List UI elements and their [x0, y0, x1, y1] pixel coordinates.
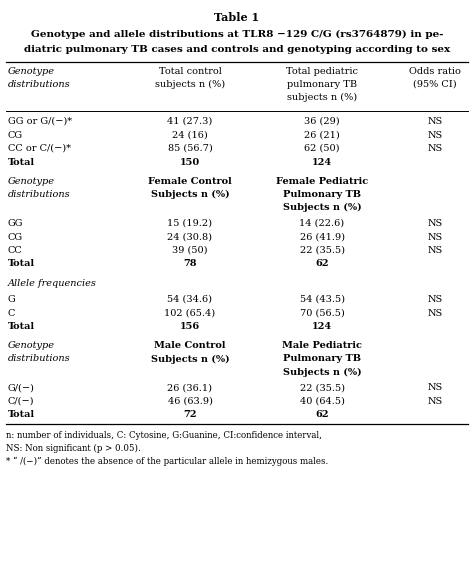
Text: 22 (35.5): 22 (35.5) — [300, 383, 345, 392]
Text: Genotype: Genotype — [8, 342, 55, 350]
Text: C/(−): C/(−) — [8, 397, 35, 406]
Text: Total: Total — [8, 157, 35, 166]
Text: NS: NS — [428, 383, 443, 392]
Text: Female Control: Female Control — [148, 177, 232, 186]
Text: NS: NS — [428, 144, 443, 153]
Text: 26 (21): 26 (21) — [304, 131, 340, 139]
Text: CC: CC — [8, 246, 23, 255]
Text: Subjects n (%): Subjects n (%) — [151, 190, 229, 199]
Text: 156: 156 — [180, 322, 200, 331]
Text: CG: CG — [8, 232, 23, 242]
Text: NS: NS — [428, 309, 443, 317]
Text: subjects n (%): subjects n (%) — [287, 93, 357, 102]
Text: Genotype: Genotype — [8, 177, 55, 186]
Text: 72: 72 — [183, 410, 197, 420]
Text: NS: NS — [428, 232, 443, 242]
Text: Odds ratio: Odds ratio — [409, 67, 461, 76]
Text: 39 (50): 39 (50) — [172, 246, 208, 255]
Text: Genotype: Genotype — [8, 67, 55, 76]
Text: 36 (29): 36 (29) — [304, 117, 340, 126]
Text: 24 (16): 24 (16) — [172, 131, 208, 139]
Text: 40 (64.5): 40 (64.5) — [300, 397, 345, 406]
Text: NS: Non significant (p > 0.05).: NS: Non significant (p > 0.05). — [6, 444, 141, 453]
Text: 22 (35.5): 22 (35.5) — [300, 246, 345, 255]
Text: NS: NS — [428, 246, 443, 255]
Text: NS: NS — [428, 295, 443, 304]
Text: NS: NS — [428, 219, 443, 228]
Text: NS: NS — [428, 397, 443, 406]
Text: 54 (34.6): 54 (34.6) — [167, 295, 212, 304]
Text: distributions: distributions — [8, 190, 71, 199]
Text: Total: Total — [8, 410, 35, 420]
Text: Total pediatric: Total pediatric — [286, 67, 358, 76]
Text: pulmonary TB: pulmonary TB — [287, 80, 357, 89]
Text: 102 (65.4): 102 (65.4) — [164, 309, 216, 317]
Text: (95% CI): (95% CI) — [413, 80, 457, 89]
Text: C: C — [8, 309, 15, 317]
Text: 78: 78 — [183, 260, 197, 269]
Text: 26 (36.1): 26 (36.1) — [167, 383, 212, 392]
Text: Genotype and allele distributions at TLR8 −129 C/G (rs3764879) in pe-: Genotype and allele distributions at TLR… — [31, 29, 443, 39]
Text: 150: 150 — [180, 157, 200, 166]
Text: 54 (43.5): 54 (43.5) — [300, 295, 345, 304]
Text: * “ /(−)” denotes the absence of the particular allele in hemizygous males.: * “ /(−)” denotes the absence of the par… — [6, 457, 328, 466]
Text: 41 (27.3): 41 (27.3) — [167, 117, 213, 126]
Text: 24 (30.8): 24 (30.8) — [167, 232, 212, 242]
Text: 70 (56.5): 70 (56.5) — [300, 309, 345, 317]
Text: 124: 124 — [312, 322, 332, 331]
Text: 62: 62 — [315, 260, 329, 269]
Text: Total control: Total control — [159, 67, 221, 76]
Text: G: G — [8, 295, 16, 304]
Text: Total: Total — [8, 322, 35, 331]
Text: Female Pediatric: Female Pediatric — [276, 177, 368, 186]
Text: 62: 62 — [315, 410, 329, 420]
Text: NS: NS — [428, 131, 443, 139]
Text: NS: NS — [428, 117, 443, 126]
Text: Table 1: Table 1 — [214, 12, 260, 23]
Text: 124: 124 — [312, 157, 332, 166]
Text: Subjects n (%): Subjects n (%) — [283, 368, 361, 377]
Text: Pulmonary TB: Pulmonary TB — [283, 354, 361, 364]
Text: GG: GG — [8, 219, 24, 228]
Text: Pulmonary TB: Pulmonary TB — [283, 190, 361, 199]
Text: 14 (22.6): 14 (22.6) — [300, 219, 345, 228]
Text: Subjects n (%): Subjects n (%) — [151, 354, 229, 364]
Text: 85 (56.7): 85 (56.7) — [168, 144, 212, 153]
Text: 15 (19.2): 15 (19.2) — [167, 219, 212, 228]
Text: Male Pediatric: Male Pediatric — [282, 342, 362, 350]
Text: subjects n (%): subjects n (%) — [155, 80, 225, 89]
Text: Subjects n (%): Subjects n (%) — [283, 203, 361, 212]
Text: diatric pulmonary TB cases and controls and genotyping according to sex: diatric pulmonary TB cases and controls … — [24, 45, 450, 54]
Text: distributions: distributions — [8, 354, 71, 364]
Text: G/(−): G/(−) — [8, 383, 35, 392]
Text: GG or G/(−)*: GG or G/(−)* — [8, 117, 72, 126]
Text: 26 (41.9): 26 (41.9) — [300, 232, 345, 242]
Text: Allele frequencies: Allele frequencies — [8, 279, 97, 288]
Text: CC or C/(−)*: CC or C/(−)* — [8, 144, 71, 153]
Text: CG: CG — [8, 131, 23, 139]
Text: 46 (63.9): 46 (63.9) — [168, 397, 212, 406]
Text: Male Control: Male Control — [154, 342, 226, 350]
Text: 62 (50): 62 (50) — [304, 144, 340, 153]
Text: n: number of individuals, C: Cytosine, G:Guanine, CI:confidence interval,: n: number of individuals, C: Cytosine, G… — [6, 431, 322, 440]
Text: distributions: distributions — [8, 80, 71, 89]
Text: Total: Total — [8, 260, 35, 269]
